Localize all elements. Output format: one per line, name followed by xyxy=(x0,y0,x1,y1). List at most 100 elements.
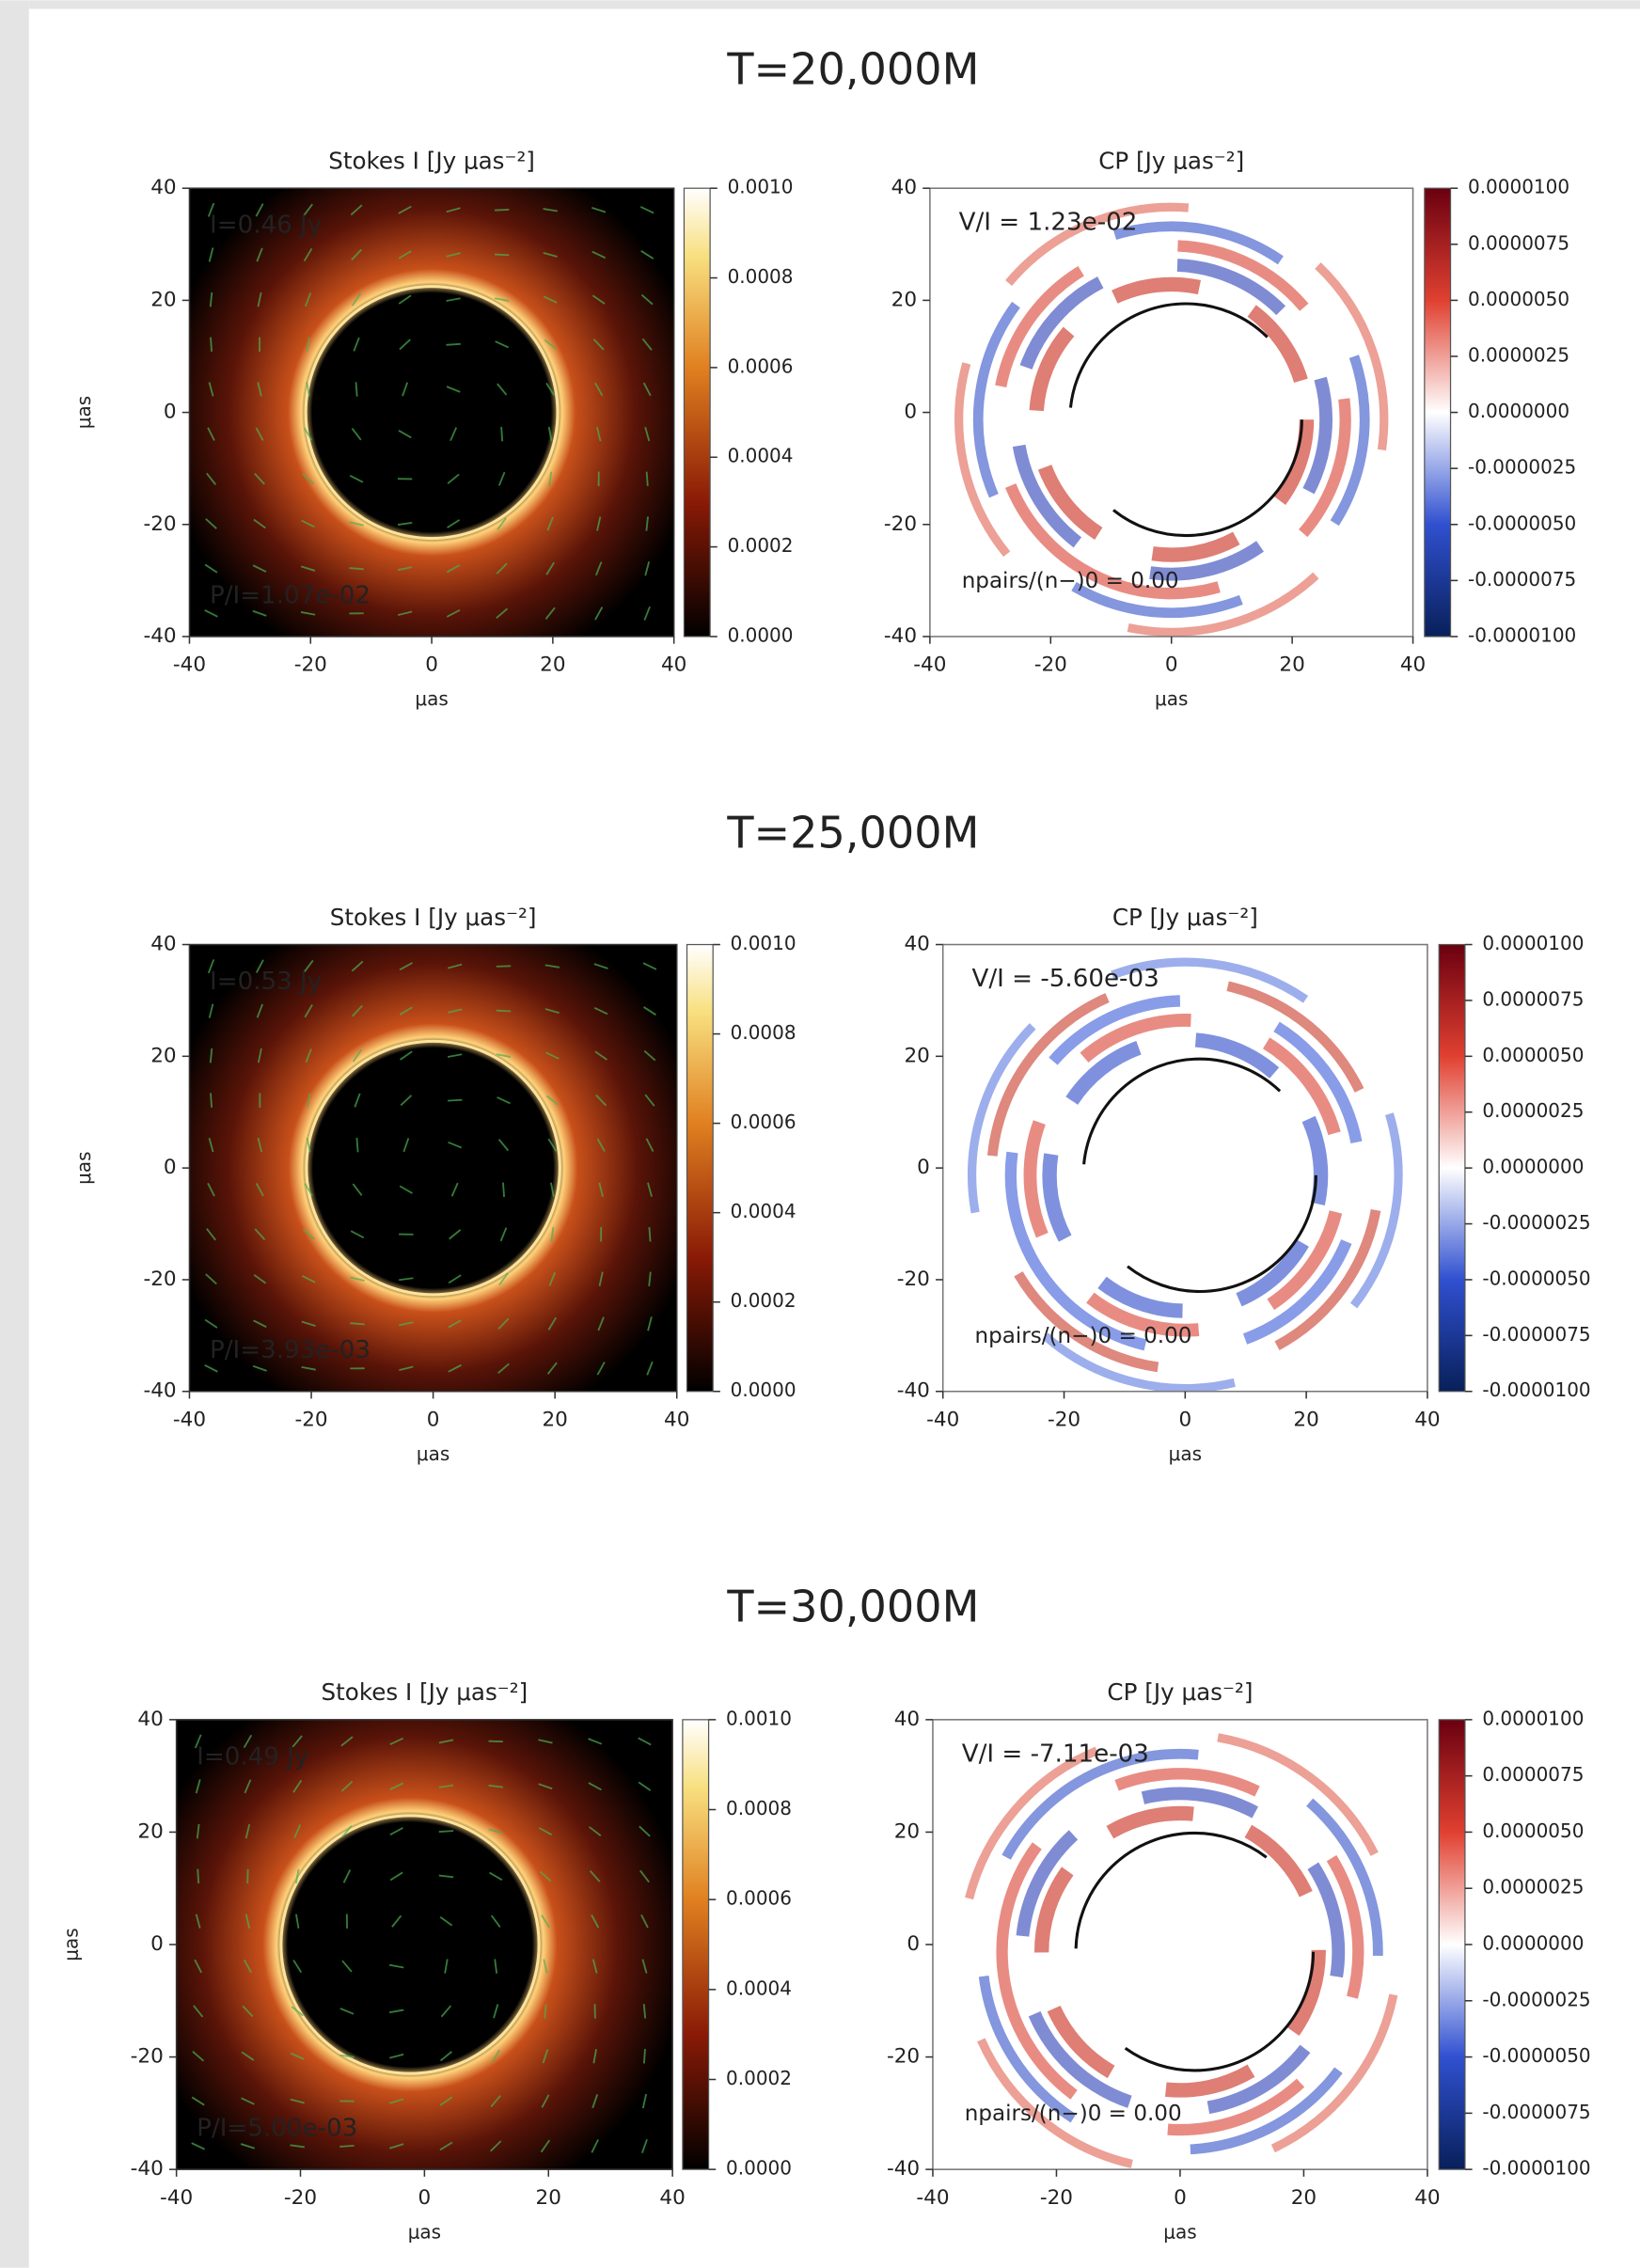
colorbar-tick-label: 0.0000 xyxy=(731,1378,796,1401)
colorbar-tick-label: 0.0000050 xyxy=(1468,288,1569,310)
y-axis-label: μas xyxy=(72,1151,95,1184)
y-tick-label: -40 xyxy=(884,624,917,648)
x-tick-label: 0 xyxy=(427,1409,440,1432)
colorbar-tick-label: 0.0000100 xyxy=(1468,176,1569,198)
x-tick-label: -40 xyxy=(926,1409,959,1432)
x-tick-label: 40 xyxy=(659,2186,685,2210)
x-axis-label: μas xyxy=(408,2220,441,2243)
y-tick-label: 40 xyxy=(904,933,929,956)
colorbar xyxy=(687,945,714,1392)
y-tick-label: 40 xyxy=(150,933,176,956)
colorbar-tick-label: 0.0010 xyxy=(731,932,796,954)
colorbar-tick-label: 0.0002 xyxy=(726,2067,792,2089)
colorbar-tick-label: 0.0008 xyxy=(731,1021,796,1044)
colorbar-tick-label: 0.0004 xyxy=(731,1200,796,1222)
colorbar-tick-label: 0.0000000 xyxy=(1468,400,1569,422)
colorbar-tick-label: 0.0000 xyxy=(726,2157,792,2180)
y-tick-label: -20 xyxy=(143,1268,176,1291)
y-tick-label: -40 xyxy=(143,624,176,648)
y-axis-label: μas xyxy=(72,396,95,429)
y-tick-label: -40 xyxy=(897,1379,930,1403)
colorbar-tick-label: 0.0006 xyxy=(726,1887,792,1910)
annotation: I=0.53 Jy xyxy=(210,968,322,996)
y-tick-label: -40 xyxy=(131,2157,164,2181)
y-tick-label: 40 xyxy=(894,1708,920,1731)
x-tick-label: 40 xyxy=(1414,1409,1440,1432)
colorbar-tick-label: 0.0004 xyxy=(726,1977,792,1999)
colorbar-tick-label: -0.0000025 xyxy=(1482,1211,1590,1234)
polarization-tick xyxy=(211,1093,212,1107)
polarization-tick xyxy=(211,338,212,352)
x-tick-label: 0 xyxy=(418,2186,432,2210)
x-tick-label: 0 xyxy=(1178,1409,1191,1432)
x-tick-label: 20 xyxy=(1279,654,1304,677)
colorbar-tick-label: 0.0010 xyxy=(726,1707,792,1729)
x-tick-label: -20 xyxy=(1034,654,1067,677)
x-axis-label: μas xyxy=(417,1442,449,1465)
colorbar-tick-label: -0.0000075 xyxy=(1482,1323,1590,1346)
y-tick-label: 40 xyxy=(137,1708,163,1731)
colorbar-tick-label: -0.0000075 xyxy=(1482,2101,1590,2123)
panel-title: CP [Jy μas⁻²] xyxy=(1098,148,1244,175)
polarization-tick xyxy=(356,1138,357,1152)
colorbar-tick-label: -0.0000025 xyxy=(1468,456,1576,479)
annotation: P/I=3.93e-03 xyxy=(210,1336,371,1364)
annotation: V/I = 1.23e-02 xyxy=(959,209,1138,237)
colorbar-tick-label: -0.0000100 xyxy=(1482,1378,1590,1401)
annotation: P/I=1.07e-02 xyxy=(210,581,371,609)
x-tick-label: 40 xyxy=(1400,654,1426,677)
colorbar-tick-label: -0.0000100 xyxy=(1468,623,1576,646)
colorbar-tick-label: 0.0000000 xyxy=(1482,1156,1584,1178)
colorbar-tick-label: 0.0008 xyxy=(728,265,794,288)
polarization-tick xyxy=(350,1323,364,1324)
annotation: I=0.46 Jy xyxy=(210,212,322,240)
colorbar xyxy=(1439,945,1465,1392)
annotation: P/I=5.00e-03 xyxy=(197,2115,357,2143)
colorbar-tick-label: -0.0000050 xyxy=(1482,1267,1590,1289)
x-tick-label: -20 xyxy=(284,2186,317,2210)
y-tick-label: -40 xyxy=(887,2157,920,2181)
colorbar-tick-label: 0.0000075 xyxy=(1482,987,1584,1010)
x-axis-label: μas xyxy=(1163,2220,1196,2243)
y-tick-label: 20 xyxy=(150,1044,176,1067)
y-tick-label: 20 xyxy=(904,1044,929,1067)
x-tick-label: 0 xyxy=(425,654,438,677)
page: T=20,000MStokes I [Jy μas⁻²]I=0.46 JyP/I… xyxy=(0,0,1640,2268)
row-title: T=25,000M xyxy=(726,808,979,858)
x-tick-label: -20 xyxy=(1048,1409,1080,1432)
x-axis-label: μas xyxy=(415,687,448,710)
y-tick-label: -20 xyxy=(897,1268,930,1291)
colorbar-tick-label: 0.0000100 xyxy=(1482,1707,1584,1729)
y-tick-label: -40 xyxy=(143,1379,176,1403)
x-tick-label: -20 xyxy=(1040,2186,1073,2210)
x-tick-label: -40 xyxy=(916,2186,949,2210)
x-tick-label: 40 xyxy=(664,1409,689,1432)
colorbar-tick-label: 0.0000075 xyxy=(1482,1763,1584,1786)
polarization-tick xyxy=(644,2049,645,2063)
x-tick-label: 40 xyxy=(1414,2186,1440,2210)
x-tick-label: 20 xyxy=(536,2186,561,2210)
y-tick-label: 40 xyxy=(150,176,176,199)
y-tick-label: 0 xyxy=(164,401,177,424)
polarization-tick xyxy=(356,382,357,396)
figure: T=20,000MStokes I [Jy μas⁻²]I=0.46 JyP/I… xyxy=(0,0,1640,2268)
panel-title: Stokes I [Jy μas⁻²] xyxy=(322,1678,528,1706)
y-tick-label: -20 xyxy=(131,2045,164,2069)
colorbar-tick-label: -0.0000050 xyxy=(1482,2044,1590,2067)
x-tick-label: -20 xyxy=(294,654,327,677)
x-axis-label: μas xyxy=(1169,1442,1202,1465)
colorbar-tick-label: 0.0002 xyxy=(731,1289,796,1312)
colorbar-tick-label: 0.0008 xyxy=(726,1797,792,1819)
colorbar-tick-label: 0.0000000 xyxy=(1482,1932,1584,1955)
polarization-tick xyxy=(349,568,363,569)
annotation: V/I = -5.60e-03 xyxy=(971,965,1159,993)
colorbar-tick-label: -0.0000050 xyxy=(1468,512,1576,534)
y-tick-label: -20 xyxy=(887,2045,920,2069)
y-tick-label: 40 xyxy=(891,176,917,199)
colorbar-tick-label: -0.0000075 xyxy=(1468,568,1576,591)
colorbar xyxy=(683,1720,709,2169)
colorbar-tick-label: 0.0000050 xyxy=(1482,1819,1584,1842)
colorbar-tick-label: 0.0000050 xyxy=(1482,1044,1584,1066)
polarization-tick xyxy=(339,2146,354,2147)
panel-title: CP [Jy μas⁻²] xyxy=(1112,904,1258,931)
